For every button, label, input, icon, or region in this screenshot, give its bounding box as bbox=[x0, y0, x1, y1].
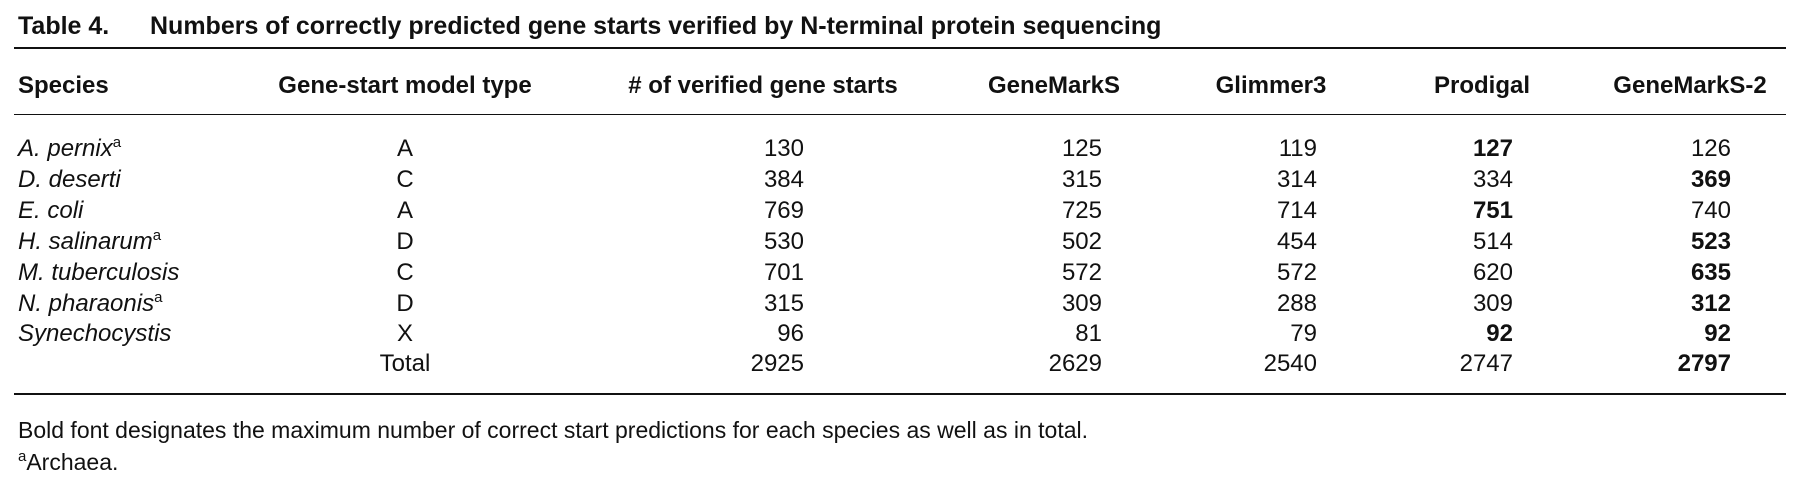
total-cell: 2747 bbox=[1459, 350, 1513, 377]
column-header: GeneMarkS bbox=[987, 72, 1121, 99]
model-type: D bbox=[396, 290, 414, 317]
count-cell: 751 bbox=[1472, 197, 1513, 224]
species-name: H. salinarum bbox=[18, 228, 153, 255]
species-cell: E. coli bbox=[18, 197, 83, 225]
bottom-rule bbox=[14, 393, 1786, 395]
footnote: Bold font designates the maximum number … bbox=[18, 417, 1089, 443]
count-cell: 92 bbox=[1704, 320, 1731, 347]
count-cell: 384 bbox=[763, 166, 804, 193]
count-cell: 530 bbox=[763, 228, 804, 255]
species-cell: Synechocystis bbox=[18, 320, 171, 348]
count-cell: 125 bbox=[1061, 135, 1102, 162]
column-header: GeneMarkS-2 bbox=[1613, 72, 1767, 99]
count-cell: 334 bbox=[1472, 166, 1513, 193]
count-cell: 701 bbox=[763, 259, 804, 286]
species-cell: D. deserti bbox=[18, 166, 121, 194]
model-type: D bbox=[396, 228, 414, 255]
count-cell: 309 bbox=[1061, 290, 1102, 317]
count-cell: 572 bbox=[1276, 259, 1317, 286]
footnote-mark: a bbox=[18, 448, 27, 465]
species-name: E. coli bbox=[18, 197, 84, 224]
model-type: A bbox=[396, 197, 414, 224]
species-cell: M. tuberculosis bbox=[18, 259, 179, 287]
species-note: a bbox=[112, 134, 122, 151]
table-title: Numbers of correctly predicted gene star… bbox=[150, 12, 1162, 40]
column-header: Glimmer3 bbox=[1215, 72, 1327, 99]
count-cell: 572 bbox=[1061, 259, 1102, 286]
model-type: C bbox=[396, 166, 414, 193]
species-cell: A. pernixa bbox=[18, 135, 121, 163]
total-cell: 2925 bbox=[750, 350, 804, 377]
species-name: M. tuberculosis bbox=[18, 259, 180, 286]
column-header: Prodigal bbox=[1433, 72, 1531, 99]
count-cell: 79 bbox=[1290, 320, 1317, 347]
count-cell: 369 bbox=[1690, 166, 1731, 193]
model-type: C bbox=[396, 259, 414, 286]
count-cell: 130 bbox=[763, 135, 804, 162]
total-cell: 2629 bbox=[1048, 350, 1102, 377]
count-cell: 502 bbox=[1061, 228, 1102, 255]
count-cell: 309 bbox=[1472, 290, 1513, 317]
species-name: N. pharaonis bbox=[18, 290, 155, 317]
count-cell: 454 bbox=[1276, 228, 1317, 255]
model-type: A bbox=[396, 135, 414, 162]
count-cell: 288 bbox=[1276, 290, 1317, 317]
count-cell: 96 bbox=[777, 320, 804, 347]
count-cell: 127 bbox=[1472, 135, 1513, 162]
column-header: # of verified gene starts bbox=[628, 72, 898, 99]
species-note: a bbox=[152, 227, 162, 244]
top-rule bbox=[14, 47, 1786, 49]
count-cell: 126 bbox=[1690, 135, 1731, 162]
species-cell: N. pharaonisa bbox=[18, 290, 162, 318]
count-cell: 769 bbox=[763, 197, 804, 224]
count-cell: 635 bbox=[1690, 259, 1731, 286]
model-type: X bbox=[396, 320, 414, 347]
footnote-archaea: aArchaea. bbox=[18, 448, 118, 476]
table-label: Table 4. bbox=[18, 12, 110, 40]
count-cell: 314 bbox=[1276, 166, 1317, 193]
total-cell: 2540 bbox=[1263, 350, 1317, 377]
species-cell: H. salinaruma bbox=[18, 228, 161, 256]
total-cell: 2797 bbox=[1677, 350, 1731, 377]
footnote-note: Archaea. bbox=[26, 449, 119, 475]
count-cell: 119 bbox=[1278, 135, 1317, 162]
header-rule bbox=[14, 114, 1786, 115]
column-header: Species bbox=[18, 72, 109, 99]
count-cell: 620 bbox=[1472, 259, 1513, 286]
count-cell: 740 bbox=[1690, 197, 1731, 224]
count-cell: 315 bbox=[763, 290, 804, 317]
count-cell: 523 bbox=[1690, 228, 1731, 255]
count-cell: 725 bbox=[1061, 197, 1102, 224]
column-header: Gene-start model type bbox=[278, 72, 532, 99]
count-cell: 92 bbox=[1486, 320, 1513, 347]
count-cell: 514 bbox=[1472, 228, 1513, 255]
species-note: a bbox=[154, 289, 163, 306]
count-cell: 714 bbox=[1276, 197, 1317, 224]
species-name: D. deserti bbox=[18, 166, 121, 193]
species-name: Synechocystis bbox=[18, 320, 172, 347]
total-label: Total bbox=[379, 350, 431, 377]
count-cell: 81 bbox=[1075, 320, 1102, 347]
count-cell: 315 bbox=[1061, 166, 1102, 193]
species-name: A. pernix bbox=[18, 135, 113, 162]
count-cell: 312 bbox=[1690, 290, 1731, 317]
